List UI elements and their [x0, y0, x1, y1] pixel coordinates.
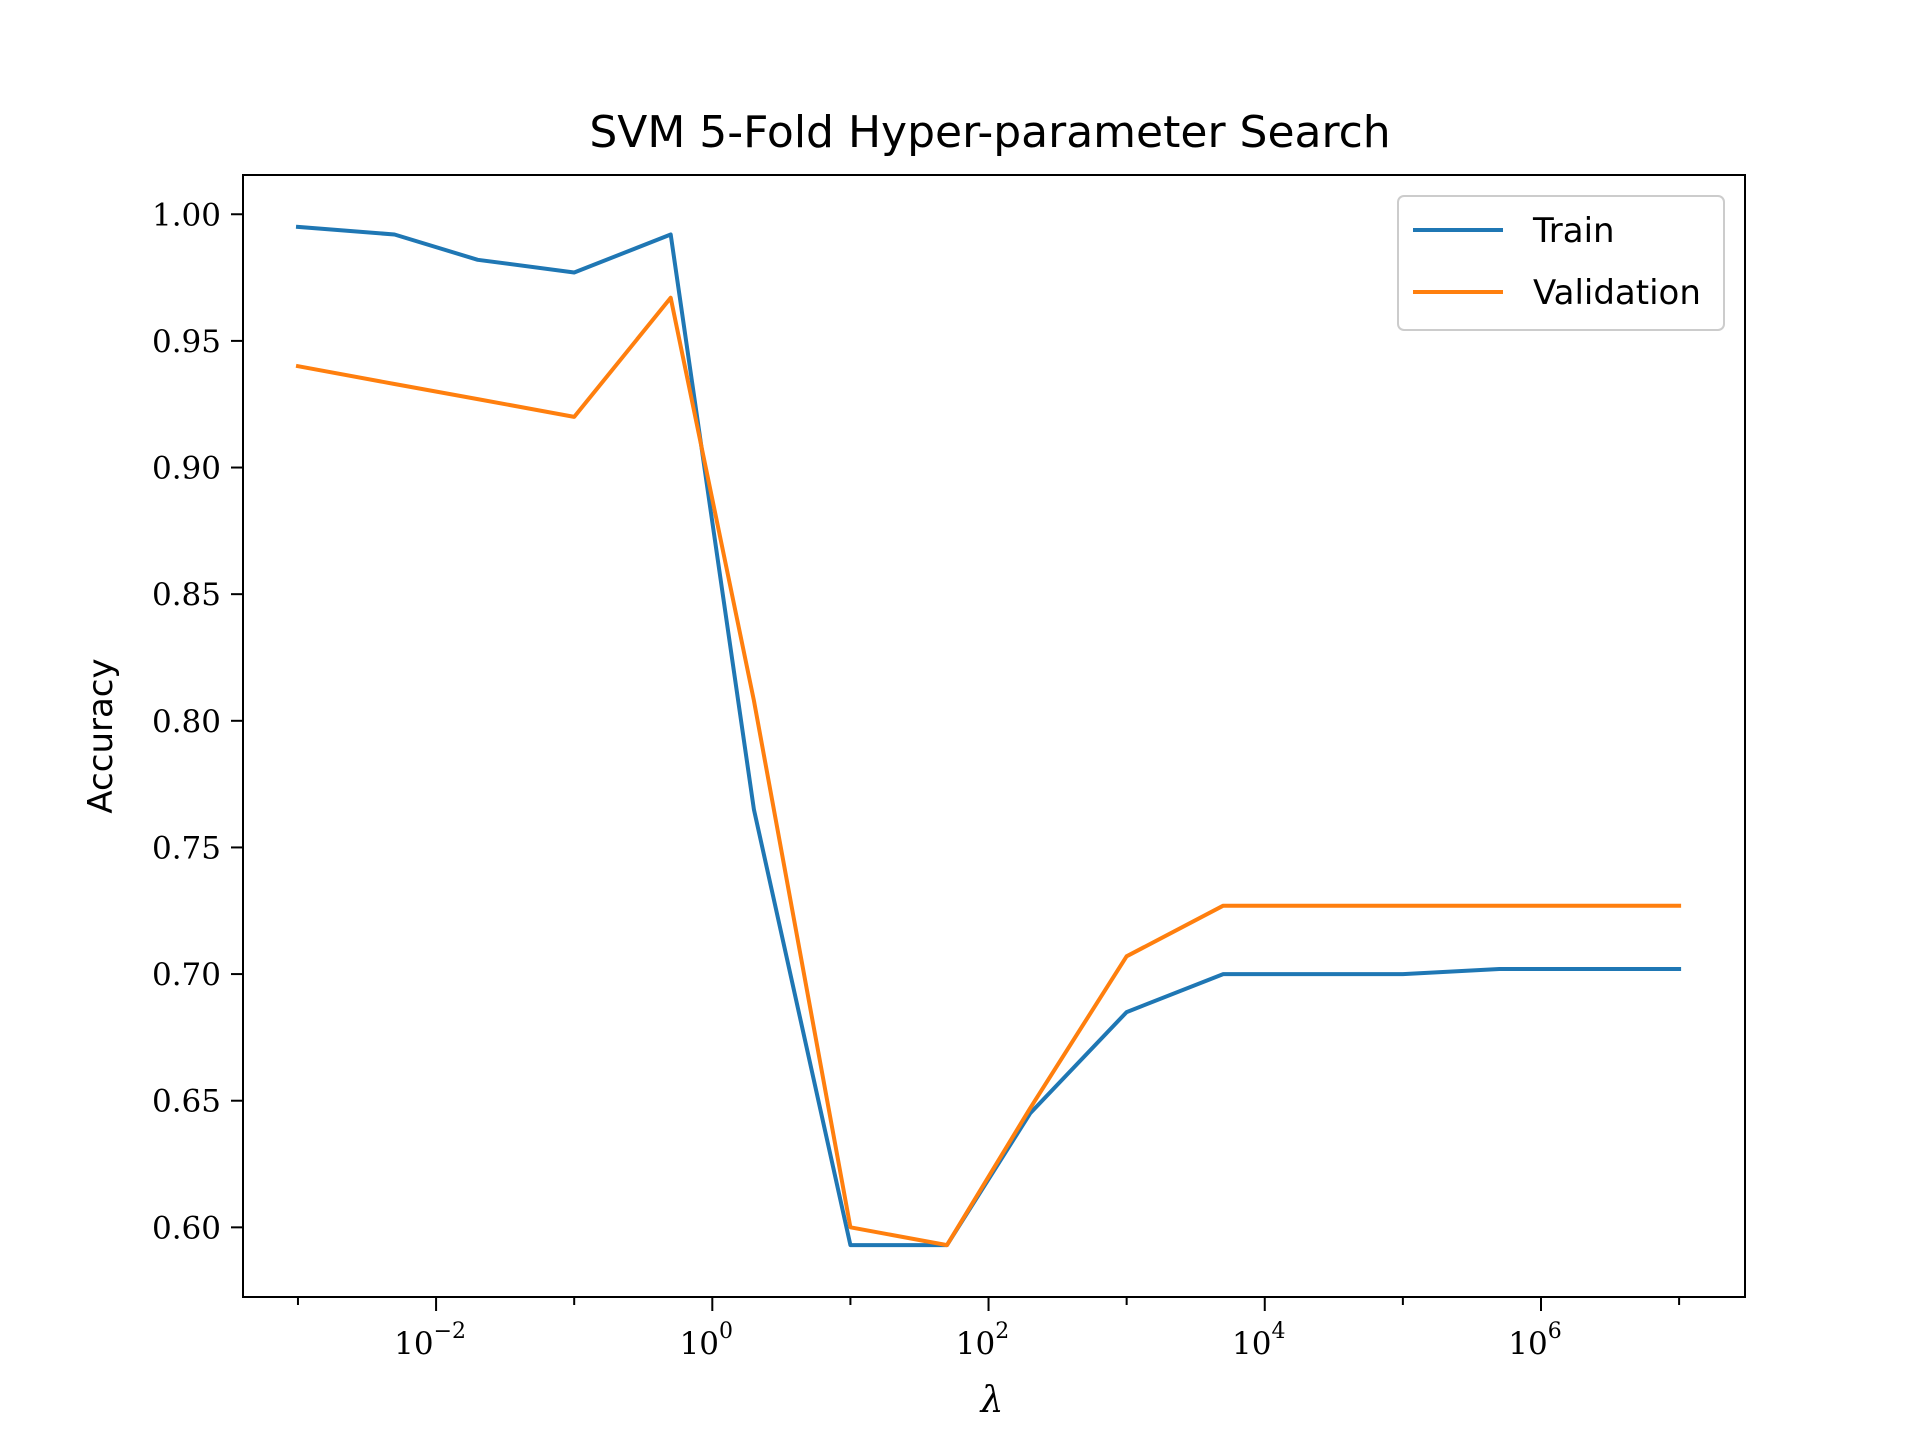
- y-axis: 0.60 0.65 0.70 0.75 0.80 0.85 0.90 0.95 1.00: [152, 197, 243, 1246]
- y-tick-label: 0.85: [152, 577, 221, 613]
- x-tick-label: 102: [956, 1319, 1009, 1362]
- axes-frame: [242, 174, 1746, 1298]
- y-tick-label: 0.80: [152, 704, 221, 740]
- y-tick-label: 0.65: [152, 1084, 221, 1120]
- y-tick-label: 0.90: [152, 451, 221, 487]
- x-tick-label: 106: [1508, 1319, 1561, 1362]
- legend-label-train: Train: [1532, 211, 1615, 251]
- y-tick-label: 1.00: [152, 197, 221, 233]
- plot-area: [295, 224, 1682, 1248]
- x-tick-label: 104: [1232, 1319, 1285, 1362]
- series-line-train: [295, 224, 1682, 1248]
- x-tick-label: 10−2: [394, 1319, 466, 1362]
- y-tick-label: 0.60: [152, 1210, 221, 1246]
- y-axis-label: Accuracy: [81, 658, 121, 813]
- chart-title: SVM 5-Fold Hyper-parameter Search: [589, 107, 1390, 158]
- y-tick-label: 0.75: [152, 830, 221, 866]
- x-axis-label: λ: [979, 1380, 1004, 1421]
- series-line-validation: [295, 295, 1682, 1248]
- y-tick-label: 0.95: [152, 324, 221, 360]
- x-axis: 10−2 100 102 104 106: [296, 1297, 1681, 1362]
- x-tick-label: 100: [680, 1319, 733, 1362]
- y-tick-label: 0.70: [152, 957, 221, 993]
- legend-label-validation: Validation: [1533, 273, 1701, 313]
- legend: Train Validation: [1397, 195, 1725, 331]
